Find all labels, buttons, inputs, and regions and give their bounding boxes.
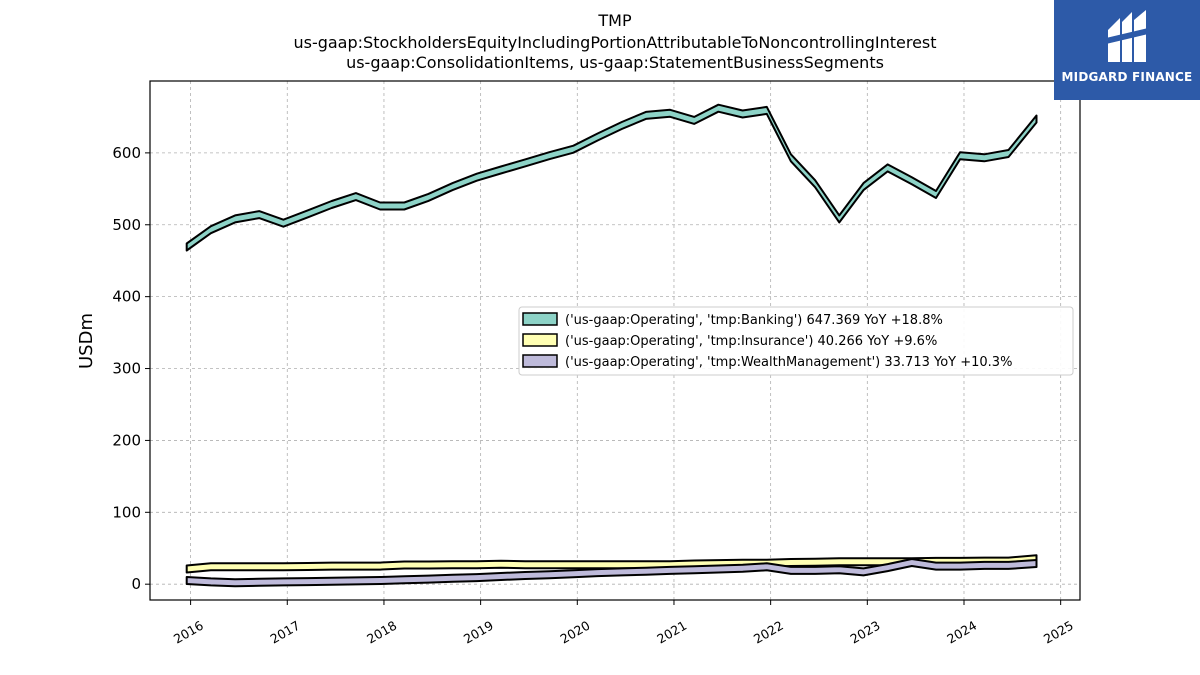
legend-swatch-0 [522, 312, 558, 326]
y-tick-label-200: 200 [112, 431, 141, 449]
x-tick-label-2023: 2023 [848, 618, 883, 647]
series-band-0 [185, 103, 1038, 252]
legend-swatch-1 [522, 333, 558, 347]
x-tick-label-2024: 2024 [944, 618, 979, 647]
chart-title-line-3: us-gaap:ConsolidationItems, us-gaap:Stat… [346, 53, 884, 72]
x-tick-label-2017: 2017 [268, 618, 303, 647]
brand-logo: MIDGARD FINANCE [1054, 0, 1200, 100]
legend-box [518, 306, 1074, 376]
chart-series [185, 103, 1038, 588]
legend-label-0: ('us-gaap:Operating', 'tmp:Banking') 647… [565, 313, 943, 328]
x-tick-label-2020: 2020 [558, 618, 593, 647]
y-tick-label-300: 300 [112, 360, 141, 378]
legend-label-1: ('us-gaap:Operating', 'tmp:Insurance') 4… [565, 334, 937, 349]
midgard-logo-icon [1106, 10, 1148, 62]
plot-frame [149, 80, 1081, 601]
x-tick-label-2025: 2025 [1041, 618, 1076, 647]
x-tick-label-2021: 2021 [654, 618, 689, 647]
y-tick-label-600: 600 [112, 144, 141, 162]
y-axis-ticks: 0 100 200 300 400 500 600 [112, 144, 150, 593]
chart-legend: ('us-gaap:Operating', 'tmp:Banking') 647… [518, 306, 1074, 376]
x-tick-label-2019: 2019 [461, 618, 496, 647]
y-tick-label-400: 400 [112, 288, 141, 306]
chart-title-line-2: us-gaap:StockholdersEquityIncludingPorti… [293, 33, 936, 52]
x-tick-label-2022: 2022 [751, 618, 786, 647]
y-tick-label-500: 500 [112, 216, 141, 234]
chart-title-line-1: TMP [597, 11, 632, 30]
legend-label-2: ('us-gaap:Operating', 'tmp:WealthManagem… [565, 355, 1012, 370]
x-tick-label-2016: 2016 [171, 618, 206, 647]
y-tick-label-0: 0 [131, 575, 141, 593]
series-band-2 [185, 558, 1038, 588]
brand-name: MIDGARD FINANCE [1061, 70, 1193, 84]
y-axis-label: USDm [76, 313, 97, 369]
chart-title: TMP us-gaap:StockholdersEquityIncludingP… [293, 11, 936, 72]
y-tick-label-100: 100 [112, 503, 141, 521]
x-tick-label-2018: 2018 [364, 618, 399, 647]
x-axis-ticks: 2016 2017 2018 2019 2020 2021 2022 2023 2024 2025 [171, 600, 1076, 647]
legend-swatch-2 [522, 354, 558, 368]
